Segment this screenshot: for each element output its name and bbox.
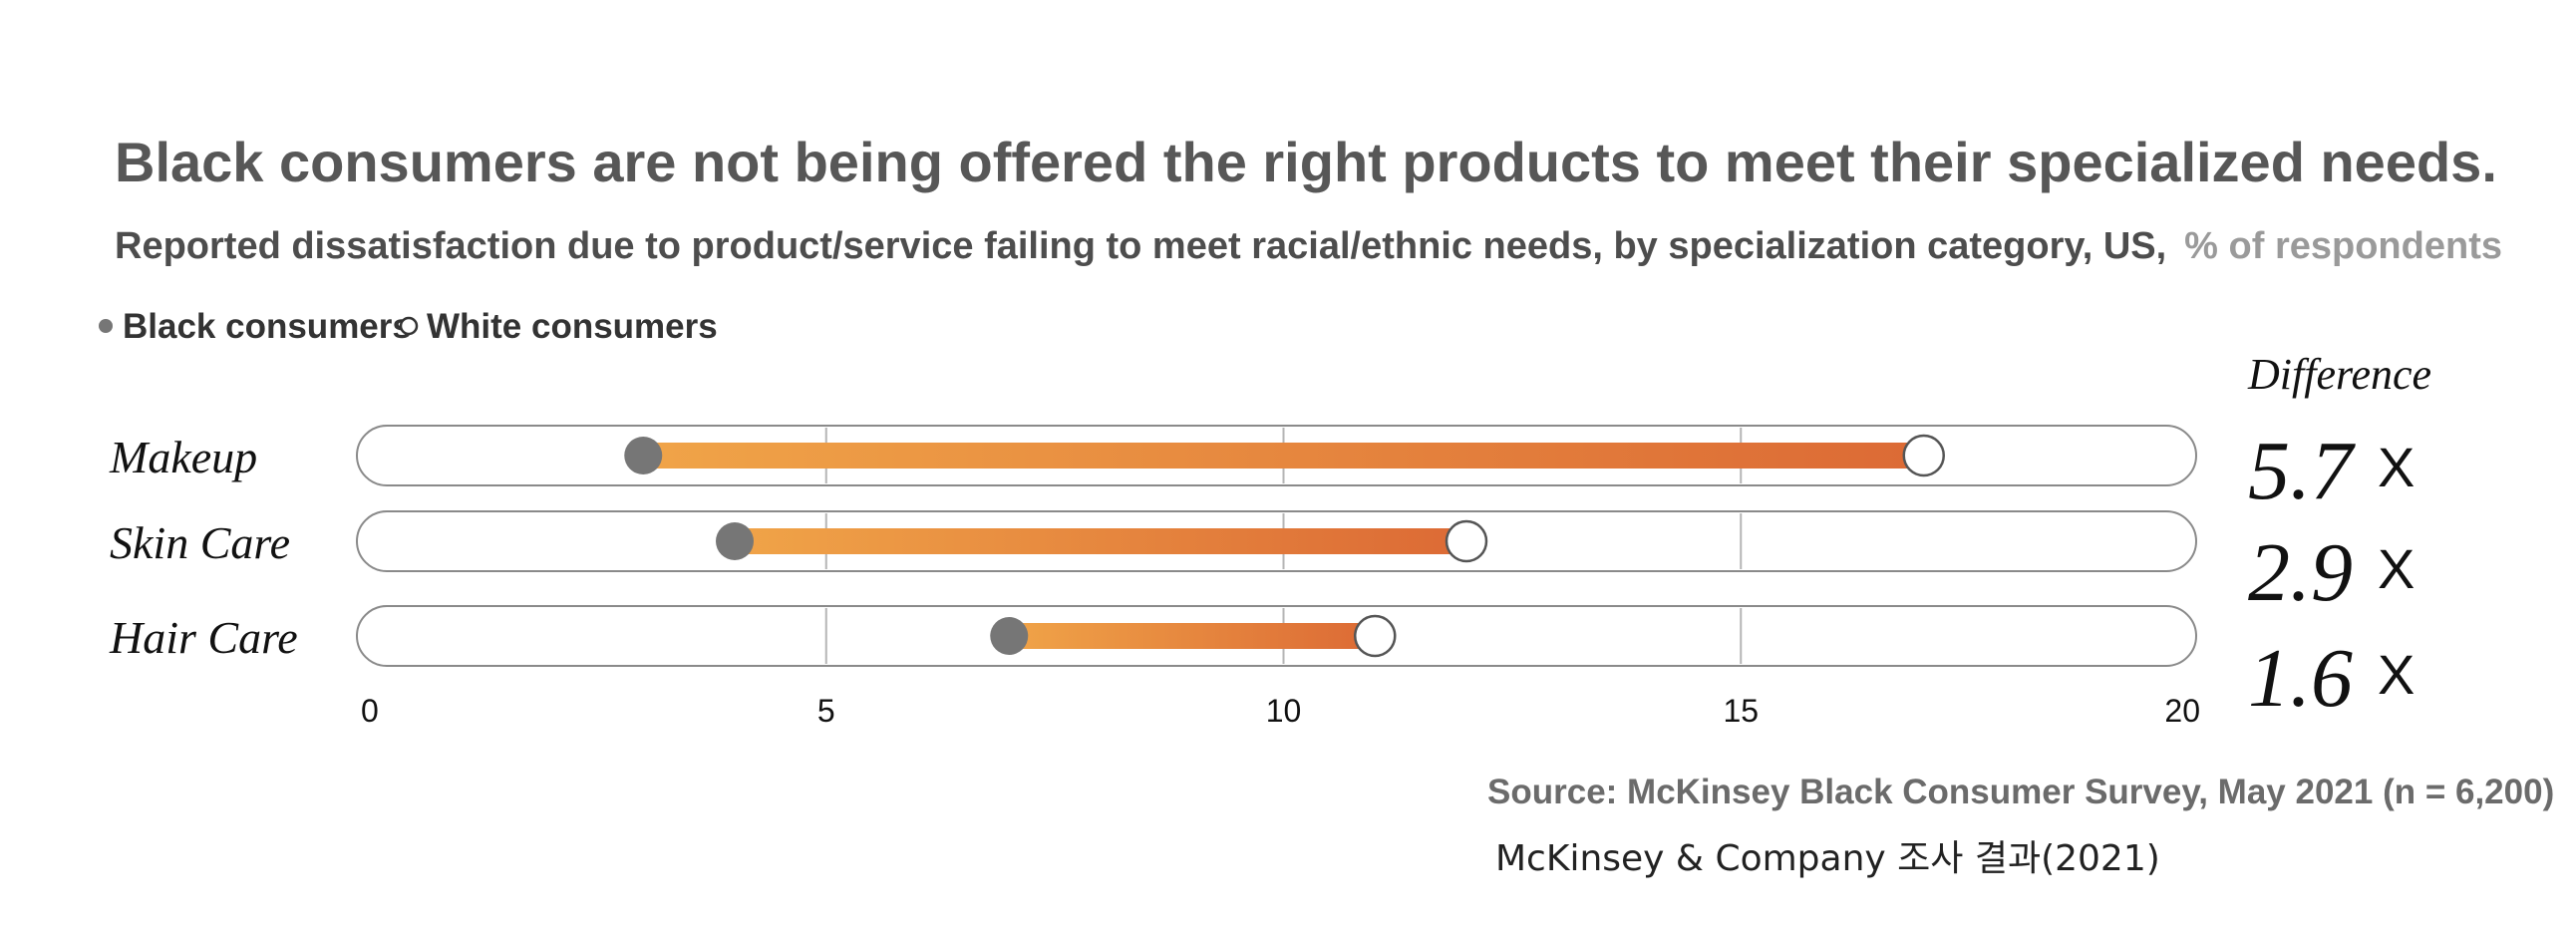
point-black-1: [716, 522, 754, 560]
x-tick-label-3: 15: [1723, 693, 1759, 729]
difference-value-0: 5.7: [2248, 425, 2356, 517]
category-label-0: Makeup: [109, 432, 257, 482]
x-tick-label-0: 0: [361, 693, 379, 729]
credit-note: McKinsey & Company 조사 결과(2021): [1495, 838, 2160, 879]
legend-marker-black: [99, 319, 113, 333]
x-tick-label-4: 20: [2164, 693, 2200, 729]
difference-suffix-2: X: [2378, 643, 2415, 706]
plot-area: Makeup 5.7 X Skin Care 2.9 X Hair Care 1.6 X 0 5 10…: [109, 425, 2415, 729]
category-label-1: Skin Care: [110, 517, 290, 568]
source-note: Source: McKinsey Black Consumer Survey, …: [1487, 773, 2554, 811]
legend: Black consumers White consumers: [99, 307, 718, 346]
difference-value-2: 1.6: [2248, 632, 2353, 725]
point-white-1: [1445, 519, 1488, 563]
difference-value-1: 2.9: [2248, 526, 2353, 619]
range-bar-1: [735, 528, 1466, 554]
legend-marker-white: [399, 316, 419, 336]
point-black-0: [624, 437, 663, 474]
point-black-2: [990, 617, 1029, 655]
range-bar-0: [643, 443, 1924, 469]
subtitle-unit: % of respondents: [2184, 225, 2502, 267]
difference-suffix-0: X: [2378, 436, 2415, 498]
difference-header: Difference: [2247, 350, 2431, 399]
category-label-2: Hair Care: [109, 612, 298, 663]
difference-suffix-1: X: [2378, 537, 2415, 600]
point-white-2: [1354, 614, 1397, 658]
legend-label-white: White consumers: [427, 307, 718, 346]
x-tick-label-2: 10: [1266, 693, 1302, 729]
range-bar-2: [1009, 623, 1376, 649]
x-tick-label-1: 5: [817, 693, 835, 729]
chart-title: Black consumers are not being offered th…: [115, 131, 2497, 193]
point-white-0: [1902, 434, 1945, 477]
subtitle-text: Reported dissatisfaction due to product/…: [115, 225, 2166, 267]
legend-label-black: Black consumers: [123, 307, 412, 346]
chart-subtitle: Reported dissatisfaction due to product/…: [115, 225, 2502, 267]
